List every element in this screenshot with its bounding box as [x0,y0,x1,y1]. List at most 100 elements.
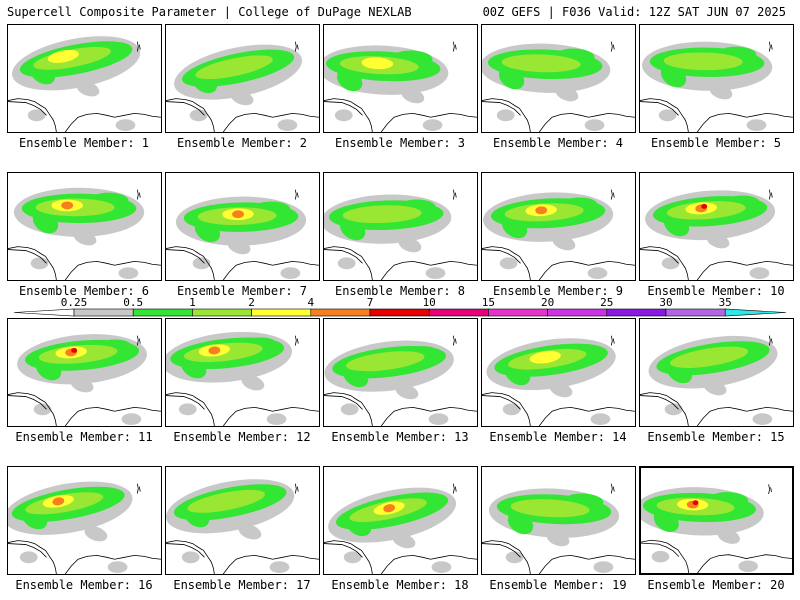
ensemble-member-label: Ensemble Member: 20 [647,578,785,592]
scp-contour-gray [401,88,425,104]
scp-contour-gray [593,561,614,574]
scp-contour-gray [496,109,515,122]
scp-contour-gray [658,109,677,122]
colorbar-high-arrow [724,308,787,317]
scp-contour-gray [70,377,94,393]
ensemble-member-map[interactable] [7,24,162,133]
ensemble-member-label: Ensemble Member: 16 [15,578,153,592]
scp-contour-gray [398,237,422,253]
scp-contour-orange [232,210,244,219]
scp-contour-gray [499,257,518,270]
scp-contour-green [660,64,687,88]
ensemble-member-map[interactable] [165,466,320,575]
country-border [482,101,521,116]
coastline [482,246,635,280]
coastline [8,98,161,132]
lake-michigan-outline [768,189,773,200]
scp-map-svg [640,189,793,280]
country-border [640,395,679,410]
colorbar-tick-label: 0.5 [123,296,143,309]
ensemble-member-map[interactable] [481,466,636,575]
ensemble-member-map[interactable] [481,24,636,133]
coastline [640,246,793,280]
ensemble-member-map[interactable] [639,24,794,133]
country-border [641,542,680,557]
scp-contour-gray [84,526,108,542]
colorbar-segment [251,308,312,317]
scp-contour-gray [343,551,362,564]
ensemble-member-map[interactable] [7,318,162,427]
lake-michigan-outline [610,41,615,52]
ensemble-member-map[interactable] [323,318,478,427]
scp-contour-green [498,66,525,90]
ensemble-member-map[interactable] [7,172,162,281]
scp-contour-orange [52,497,65,506]
coastline [324,540,477,574]
scp-contour-green [194,219,221,243]
ensemble-member-map[interactable] [481,318,636,427]
ensemble-member-label: Ensemble Member: 9 [492,284,624,298]
ensemble-member-map[interactable] [165,172,320,281]
scp-contour-green [339,217,366,241]
lake-michigan-outline [294,41,299,52]
colorbar-segment [606,308,667,317]
scp-map-svg [482,483,635,574]
scp-contour-gray [337,257,356,270]
scp-map-svg [8,334,161,426]
coastline [640,98,793,132]
scp-contour-lightgreen [187,489,266,513]
ensemble-member-map[interactable] [7,466,162,575]
ensemble-member-map[interactable] [323,466,478,575]
scp-contour-green [663,213,690,237]
scp-contour-green [32,210,59,234]
scp-contour-gray [738,560,758,573]
colorbar-tick-label: 15 [482,296,495,309]
scp-map-svg [324,189,477,280]
scp-contour-yellow [529,351,561,364]
scp-contour-orange [535,206,548,215]
scp-contour-lightgreen [670,346,749,368]
coastline [8,540,161,574]
scp-contour-gray [118,267,139,280]
coastline [482,98,635,132]
ensemble-member-map[interactable] [165,24,320,133]
ensemble-member-map[interactable] [639,466,794,575]
scp-contour-gray [546,531,570,547]
scp-contour-gray [717,528,740,544]
lake-michigan-outline [768,41,773,52]
scp-contour-gray [107,561,128,574]
country-border [640,249,679,264]
valid-time-label: 00Z GEFS | F036 Valid: 12Z SAT JUN 07 20… [482,5,786,19]
ensemble-member-map[interactable] [323,172,478,281]
scp-contour-gray [590,413,611,426]
scp-contour-gray [266,413,287,426]
scp-contour-gray [121,413,142,426]
scp-contour-gray [340,403,359,416]
scp-contour-red [692,500,699,506]
ensemble-member-label: Ensemble Member: 7 [176,284,308,298]
coastline [166,540,319,574]
country-border [482,249,521,264]
colorbar-segment [73,308,134,317]
lake-michigan-outline [610,483,615,494]
ensemble-member-label: Ensemble Member: 8 [334,284,466,298]
ensemble-member-map[interactable] [481,172,636,281]
scp-map-svg [324,41,477,132]
colorbar-segment [132,308,193,317]
scp-contour-orange [61,201,74,210]
coastline [482,392,635,426]
ensemble-member-map[interactable] [323,24,478,133]
ensemble-member-map[interactable] [165,318,320,427]
scp-map-svg [166,479,319,574]
ensemble-member-map[interactable] [639,318,794,427]
coastline [482,540,635,574]
scp-contour-gray [505,551,524,564]
colorbar-tick-label: 35 [719,296,732,309]
scp-contour-gray [431,561,452,574]
scp-contour-gray [277,119,298,132]
lake-michigan-outline [452,335,457,346]
ensemble-member-label: Ensemble Member: 17 [173,578,311,592]
ensemble-member-map[interactable] [639,172,794,281]
ensemble-member-label: Ensemble Member: 4 [492,136,624,150]
scp-contour-gray [587,267,608,280]
